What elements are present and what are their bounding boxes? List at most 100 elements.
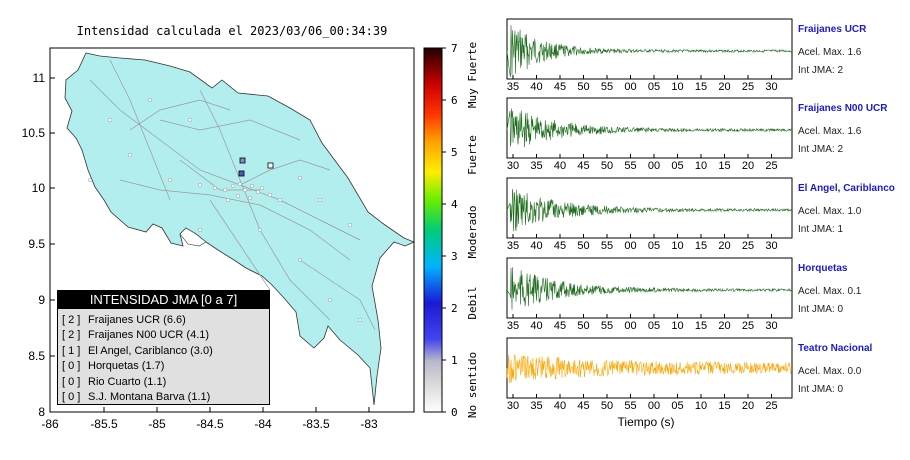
waveform-panels: 35 40 45 50 55 00 05 10 15 20 25 30 30 35 40 45 50 55 00 05…	[506, 18, 793, 412]
station-acel-max: Acel. Max. 1.6	[798, 126, 862, 137]
legend-item-name: Fraijanes UCR (6.6)	[88, 314, 186, 326]
lon-tick-label: -84.5	[196, 417, 224, 431]
colorbar-labels: No sentido Debil Moderado Fuerte Muy Fuerte	[466, 42, 479, 418]
lon-tick-label: -86	[41, 417, 59, 431]
legend-item-name: El Angel, Cariblanco (3.0)	[88, 344, 213, 357]
time-tick-label: 00	[648, 400, 660, 412]
map-axes: -86 -85.5 -85 -84.5 -84 -83.5 -83 8 8.5 9 9.5 10 10.…	[22, 71, 378, 431]
legend-item-name: Horquetas (1.7)	[88, 360, 165, 373]
legend-item-level: [ 0 ]	[62, 360, 81, 373]
time-tick-label: 20	[742, 400, 754, 412]
time-tick-label: 55	[601, 240, 613, 252]
legend-item-level: [ 0 ]	[62, 391, 81, 404]
station-name: Teatro Nacional	[798, 343, 873, 354]
time-tick-label: 15	[718, 160, 730, 172]
waveform-trace	[506, 267, 792, 310]
lon-tick-label: -85	[148, 417, 166, 431]
time-tick-label: 50	[577, 81, 589, 93]
station-int-jma: Int JMA: 0	[798, 304, 844, 315]
station-acel-max: Acel. Max. 1.0	[798, 206, 862, 217]
time-tick-label: 20	[718, 320, 730, 332]
time-tick-label: 10	[671, 320, 683, 332]
legend-item-level: [ 0 ]	[62, 375, 81, 388]
time-tick-label: 00	[624, 240, 636, 252]
station-name: Fraijanes N00 UCR	[798, 103, 888, 114]
station-int-jma: Int JMA: 0	[798, 384, 844, 395]
station-int-jma: Int JMA: 1	[798, 224, 844, 235]
time-tick-label: 00	[648, 160, 660, 172]
station-acel-max: Acel. Max. 0.1	[798, 286, 862, 297]
time-tick-label: 45	[577, 400, 589, 412]
colorbar-category-label: Moderado	[466, 206, 479, 259]
waveform-trace	[506, 108, 792, 148]
time-tick-label: 15	[695, 81, 707, 93]
legend-item-level: [ 2 ]	[62, 329, 81, 342]
lat-tick-label: 10.5	[22, 126, 46, 140]
time-tick-label: 00	[624, 320, 636, 332]
time-tick-label: 00	[624, 81, 636, 93]
time-tick-label: 50	[601, 160, 613, 172]
time-tick-label: 25	[765, 160, 777, 172]
time-tick-label: 10	[695, 400, 707, 412]
time-tick-label: 55	[601, 81, 613, 93]
time-tick-label: 35	[530, 400, 542, 412]
station-markers	[87, 97, 363, 323]
colorbar-tick-label: 4	[451, 198, 458, 211]
time-tick-label: 10	[671, 240, 683, 252]
time-tick-label: 05	[648, 320, 660, 332]
time-tick-label: 10	[695, 160, 707, 172]
time-tick-label: 40	[554, 400, 566, 412]
station-acel-max: Acel. Max. 0.0	[798, 366, 862, 377]
legend-item: [ 2 ] Fraijanes UCR (6.6)	[62, 313, 269, 328]
time-tick-label: 35	[507, 240, 519, 252]
legend-item-name: S.J. Montana Barva (1.1)	[88, 391, 211, 404]
map-title: Intensidad calculada el 2023/03/06_00:34…	[77, 24, 388, 38]
colorbar-category-label: Fuerte	[466, 135, 479, 175]
lon-tick-label: -83	[360, 417, 378, 431]
legend-item: [ 0 ] S.J. Montana Barva (1.1)	[62, 390, 269, 405]
station-name: Horquetas	[798, 263, 848, 274]
time-tick-label: 25	[765, 400, 777, 412]
waveform-panel: 35 40 45 50 55 00 05 10 15 20 25 30	[506, 177, 793, 252]
time-tick-label: 35	[507, 81, 519, 93]
time-tick-label: 40	[530, 81, 542, 93]
colorbar: 0 1 2 3 4 5 6 7 No sentido Debil Moderado Fuerte Mu…	[423, 42, 479, 419]
waveform-xlabel: Tiempo (s)	[618, 415, 675, 429]
station-int-jma: Int JMA: 2	[798, 65, 844, 76]
legend-title: INTENSIDAD JMA [0 a 7]	[58, 291, 269, 309]
lon-tick-label: -83.5	[302, 417, 330, 431]
time-tick-label: 15	[718, 400, 730, 412]
time-tick-label: 05	[671, 160, 683, 172]
time-tick-label: 30	[765, 81, 777, 93]
time-tick-label: 45	[577, 160, 589, 172]
time-tick-label: 25	[742, 81, 754, 93]
time-tick-label: 55	[624, 160, 636, 172]
map-frame	[49, 47, 415, 413]
colorbar-ramp	[423, 47, 443, 413]
time-tick-label: 30	[507, 160, 519, 172]
time-tick-label: 05	[648, 81, 660, 93]
lat-tick-label: 11	[33, 71, 46, 85]
waveform-panel: 35 40 45 50 55 00 05 10 15 20 25 30	[506, 257, 793, 332]
lat-tick-label: 9.5	[28, 237, 45, 251]
lat-tick-label: 10	[32, 181, 46, 195]
time-tick-label: 55	[601, 320, 613, 332]
time-tick-label: 45	[554, 81, 566, 93]
time-tick-label: 15	[695, 320, 707, 332]
time-tick-label: 20	[742, 160, 754, 172]
time-tick-label: 30	[507, 400, 519, 412]
time-tick-label: 45	[554, 240, 566, 252]
legend-item: [ 0 ] Horquetas (1.7)	[62, 359, 269, 374]
colorbar-tick-label: 6	[451, 94, 458, 107]
station-name: Fraijanes UCR	[798, 24, 867, 35]
legend-item-level: [ 2 ]	[62, 314, 81, 326]
colorbar-tick-label: 7	[451, 42, 458, 55]
time-tick-label: 20	[718, 81, 730, 93]
colorbar-ticks: 0 1 2 3 4 5 6 7	[442, 42, 458, 419]
highlighted-stations	[238, 157, 274, 177]
waveform-trace	[506, 354, 792, 383]
lat-tick-label: 8	[38, 405, 45, 419]
time-tick-label: 30	[765, 240, 777, 252]
nicoya-gulf	[179, 227, 207, 247]
